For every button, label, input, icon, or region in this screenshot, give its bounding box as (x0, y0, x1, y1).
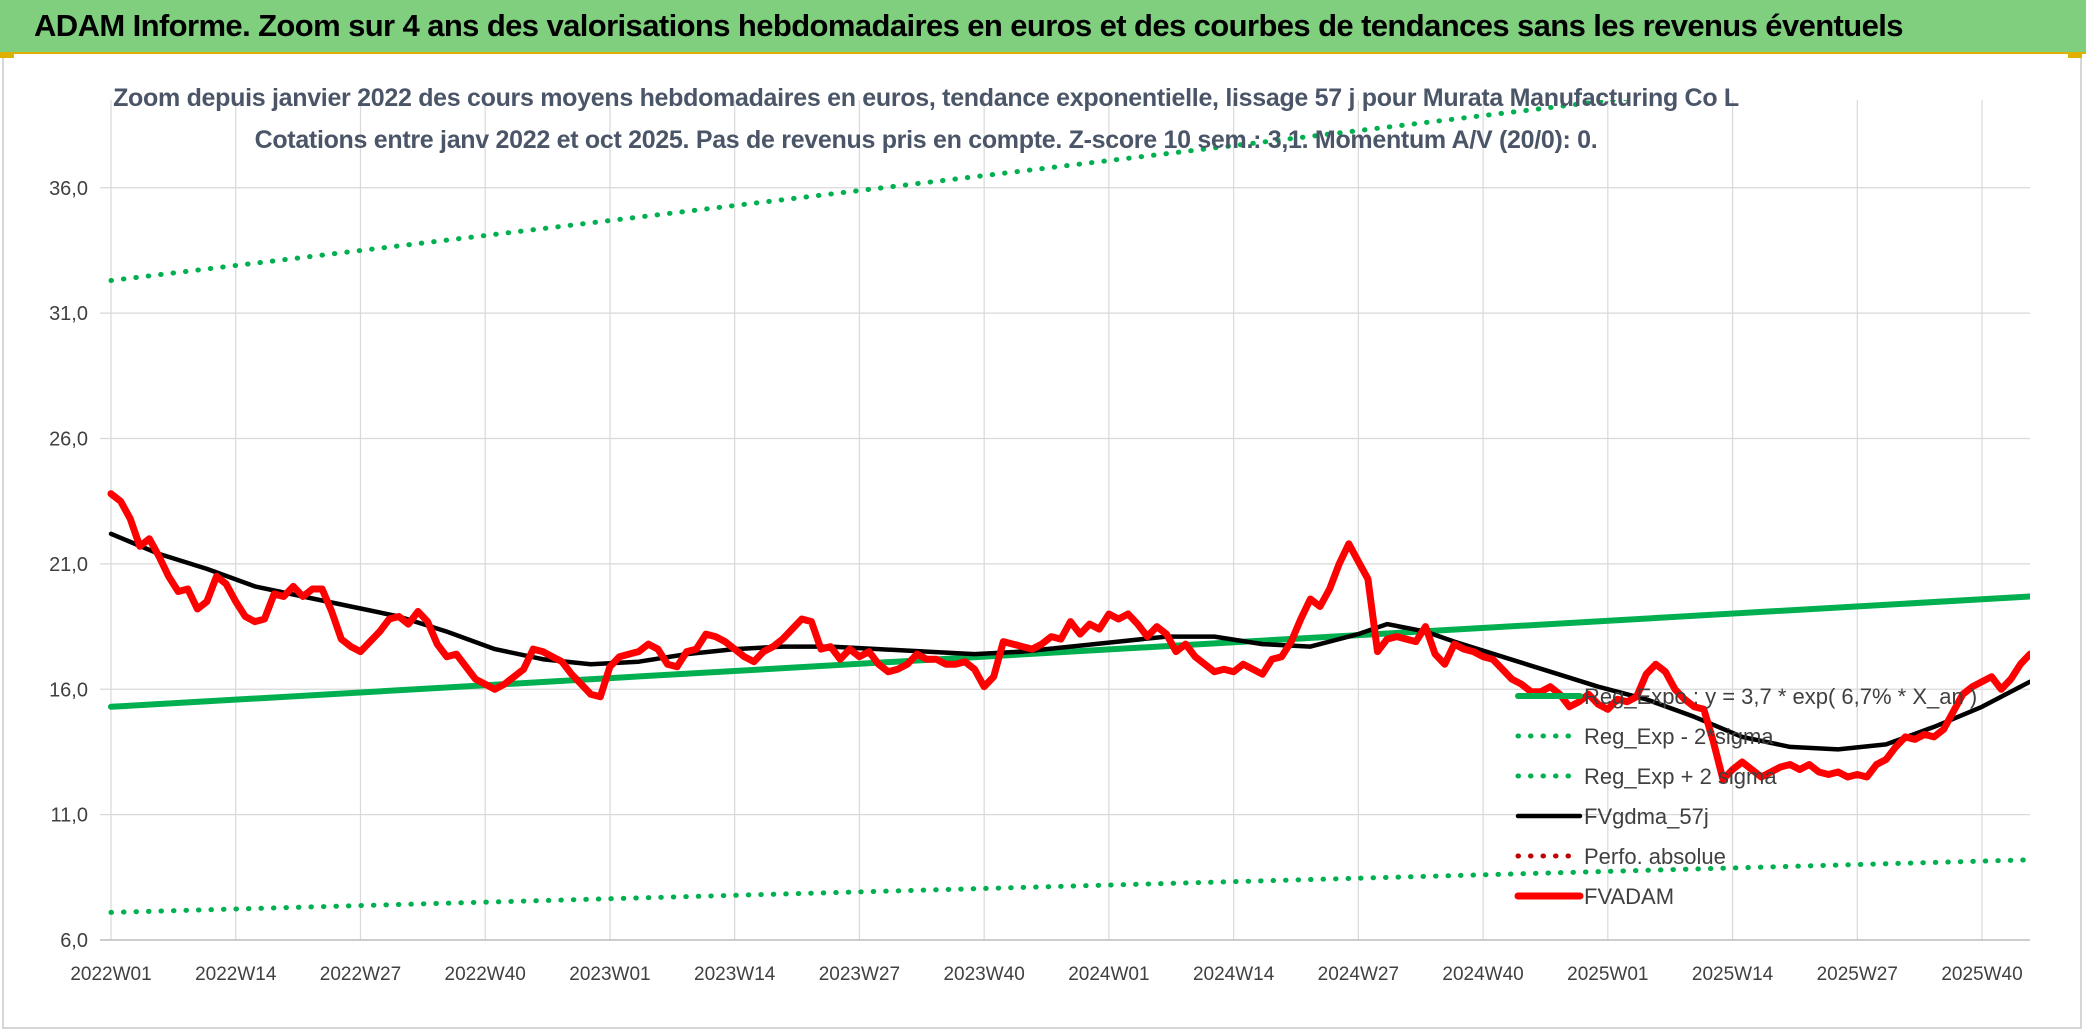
x-tick-label: 2022W01 (70, 964, 151, 985)
x-tick-label: 2025W27 (1817, 964, 1898, 985)
x-tick-label: 2025W40 (1941, 964, 2022, 985)
y-tick-label: 36,0 (49, 178, 88, 200)
y-tick-label: 26,0 (49, 429, 88, 451)
series-line-5 (107, 490, 2030, 783)
legend-label-3: FVgdma_57j (1584, 804, 1709, 829)
axis-labels: 6,0 11,0 16,0 21,0 26,0 31,0 36,0 2022W01 2022W1… (49, 178, 2023, 985)
x-tick-label: 2023W27 (819, 964, 900, 985)
series-line-0 (108, 593, 2030, 710)
x-tick-label: 2022W40 (445, 964, 526, 985)
legend: Reg_Expo : y = 3,7 * exp( 6,7% * X_an ) R… (1514, 684, 1977, 909)
x-tick-label: 2023W01 (569, 964, 650, 985)
x-tick-label: 2025W14 (1692, 964, 1774, 985)
x-tick-label: 2024W01 (1068, 964, 1149, 985)
x-tick-label: 2023W14 (694, 964, 776, 985)
x-tick-label: 2024W14 (1193, 964, 1275, 985)
grid-lines (100, 100, 2030, 941)
report-title: ADAM Informe. Zoom sur 4 ans des valoris… (34, 8, 1904, 43)
legend-label-4: Perfo. absolue (1584, 844, 1726, 869)
frame-corner-left (0, 54, 14, 58)
frame-corner-right (2068, 54, 2082, 58)
series-line-1 (108, 857, 2030, 915)
y-tick-label: 31,0 (49, 303, 88, 325)
y-tick-label: 11,0 (51, 805, 88, 827)
series-line-3 (108, 531, 2030, 752)
chart-frame (2, 54, 2082, 1029)
x-tick-label: 2022W14 (195, 964, 277, 985)
x-tick-label: 2024W27 (1318, 964, 1399, 985)
x-tick-label: 2022W27 (320, 964, 401, 985)
legend-label-2: Reg_Exp + 2 sigma (1584, 764, 1777, 789)
legend-label-1: Reg_Exp - 2*sigma (1584, 724, 1774, 749)
x-tick-label: 2024W40 (1442, 964, 1523, 985)
y-tick-label: 16,0 (49, 679, 88, 701)
chart-title: Zoom depuis janvier 2022 des cours moyen… (113, 84, 1739, 112)
report-header: ADAM Informe. Zoom sur 4 ans des valoris… (0, 0, 2086, 54)
x-tick-label: 2023W40 (943, 964, 1024, 985)
series-layer (107, 100, 2030, 915)
y-tick-label: 6,0 (60, 930, 88, 952)
y-tick-label: 21,0 (49, 554, 88, 576)
x-tick-label: 2025W01 (1567, 964, 1648, 985)
legend-label-5: FVADAM (1584, 884, 1674, 909)
legend-label-0: Reg_Expo : y = 3,7 * exp( 6,7% * X_an ) (1584, 684, 1977, 709)
chart-subtitle: Cotations entre janv 2022 et oct 2025. P… (254, 126, 1598, 154)
